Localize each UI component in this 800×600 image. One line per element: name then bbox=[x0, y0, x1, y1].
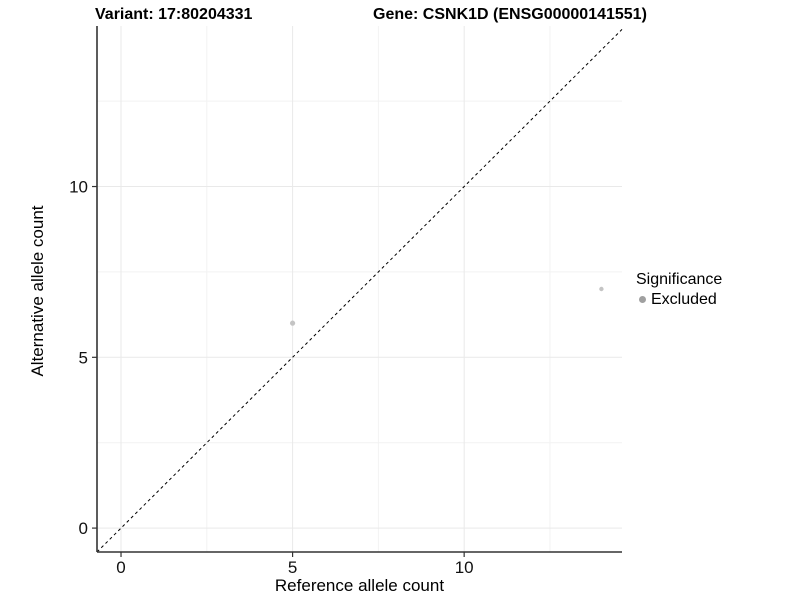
x-tick-label: 0 bbox=[116, 558, 125, 577]
y-tick-label: 5 bbox=[79, 348, 88, 367]
variant-title: Variant: 17:80204331 bbox=[95, 6, 253, 23]
x-tick-label: 10 bbox=[455, 558, 474, 577]
data-point bbox=[599, 286, 604, 292]
legend: Significance Excluded bbox=[636, 271, 722, 309]
legend-title: Significance bbox=[636, 271, 723, 288]
y-axis-title: Alternative allele count bbox=[28, 205, 47, 377]
gene-title: Gene: CSNK1D (ENSG00000141551) bbox=[373, 6, 647, 23]
legend-item-excluded: Excluded bbox=[636, 290, 722, 309]
y-tick-label: 10 bbox=[69, 178, 88, 197]
data-point bbox=[289, 320, 296, 326]
x-axis-title: Reference allele count bbox=[274, 576, 445, 595]
excluded-point-icon bbox=[639, 296, 646, 303]
legend-item-label: Excluded bbox=[651, 290, 717, 308]
y-tick-label: 0 bbox=[79, 519, 88, 538]
identity-line bbox=[96, 29, 623, 553]
x-tick-label: 5 bbox=[288, 558, 297, 577]
